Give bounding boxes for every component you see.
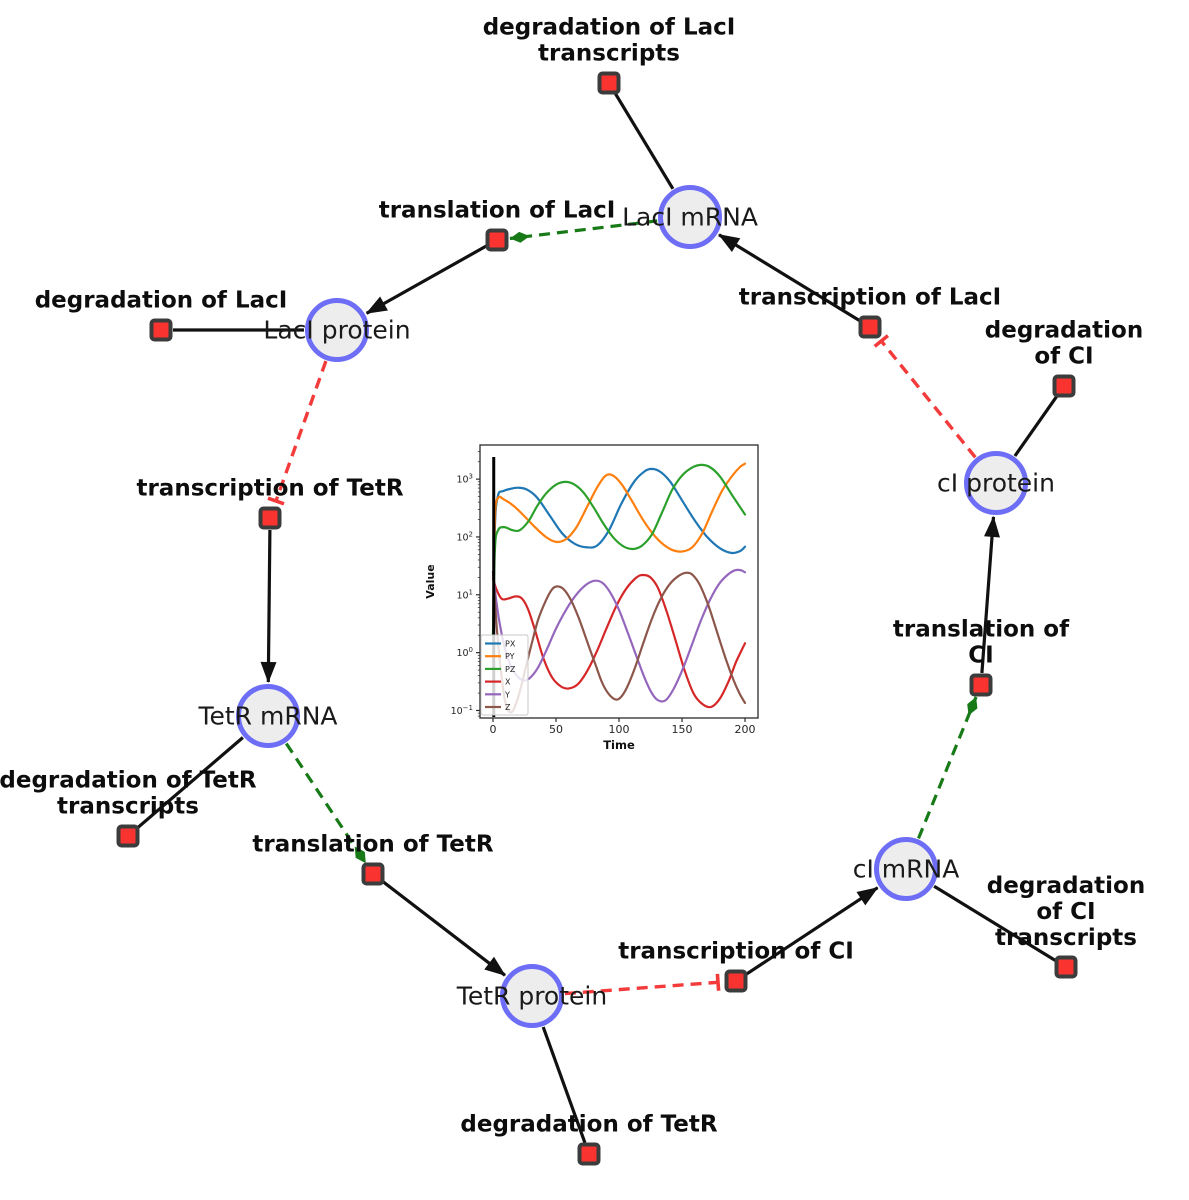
species-node-tetr-protein[interactable] [500,964,564,1028]
edge-inhibitor-ci-protein-tc-laci [873,334,977,459]
time-series-chart: 103 102 101 100 10−1 0 50 100 150 200 Time Value PX P… [424,444,759,752]
x-tick-label: 0 [489,723,496,736]
edge-reactant-ci-protein-deg-ci [1013,394,1059,457]
edge-product-tc-laci-laci-mrna [718,233,861,323]
species-node-ci-mrna[interactable] [874,837,938,901]
y-tick-label: 103 [456,473,473,486]
edge-reactant-tetr-protein-deg-tetr [541,1026,587,1144]
edge-reactant-ci-mrna-deg-ci-tx [933,884,1057,963]
edge-product-tl-ci-ci-protein [980,515,1000,674]
series-line-PZ [491,463,747,637]
reaction-node-tc-ci[interactable] [724,969,748,993]
series-line-Y [491,568,747,703]
reaction-node-deg-ci[interactable] [1052,374,1076,398]
edge-product-tl-laci-laci-protein [365,244,488,315]
species-node-laci-mrna[interactable] [658,185,722,249]
x-axis-title: Time [603,738,635,752]
reaction-node-tl-ci[interactable] [969,673,993,697]
reaction-node-deg-tetr-tx[interactable] [116,824,140,848]
species-node-tetr-mrna[interactable] [236,684,300,748]
edge-modifier-tetr-mrna-tl-tetr [284,742,368,865]
series-line-X [491,573,747,709]
legend-label-X: X [505,678,511,687]
reaction-node-deg-ci-tx[interactable] [1054,955,1078,979]
edge-inhibitor-tetr-protein-tc-ci [564,973,721,996]
legend-label-PZ: PZ [505,665,516,674]
legend-label-Z: Z [505,703,511,712]
reaction-node-tl-tetr[interactable] [361,862,385,886]
edge-modifier-ci-mrna-tl-ci [917,696,978,840]
reaction-node-deg-laci[interactable] [149,318,173,342]
legend-label-Y: Y [504,690,510,699]
reaction-node-tc-tetr[interactable] [258,506,282,530]
legend-label-PY: PY [505,652,515,661]
series-line-Z [491,570,747,714]
edge-modifier-laci-mrna-tl-laci [509,219,658,243]
edge-reactant-tetr-mrna-deg-tetr-tx [136,736,244,830]
edge-inhibitor-laci-protein-tc-tetr [267,360,328,506]
series-line-PY [491,462,747,637]
species-node-ci-protein[interactable] [964,451,1028,515]
y-axis-title: Value [424,564,437,598]
reaction-node-deg-laci-tx[interactable] [597,71,621,95]
edge-product-tc-ci-ci-mrna [745,886,879,976]
legend-label-PX: PX [505,640,516,649]
edge-product-tc-tetr-tetr-mrna [260,529,277,683]
reaction-node-deg-tetr[interactable] [577,1142,601,1166]
time-series-inset-plot: 103 102 101 100 10−1 0 50 100 150 200 Time Value PX P… [420,436,770,768]
y-tick-label: 102 [456,530,473,543]
edge-reactant-laci-mrna-deg-laci-tx [613,92,675,190]
x-tick-label: 200 [735,723,756,736]
y-tick-label: 10−1 [451,704,473,717]
y-tick-label: 101 [456,588,473,601]
species-node-laci-protein[interactable] [305,298,369,362]
reaction-node-tc-laci[interactable] [858,315,882,339]
x-tick-label: 100 [609,723,630,736]
y-tick-label: 100 [456,646,473,659]
x-tick-label: 50 [549,723,563,736]
reaction-node-tl-laci[interactable] [485,228,509,252]
x-tick-label: 150 [672,723,693,736]
edge-product-tl-tetr-tetr-protein [381,880,506,977]
